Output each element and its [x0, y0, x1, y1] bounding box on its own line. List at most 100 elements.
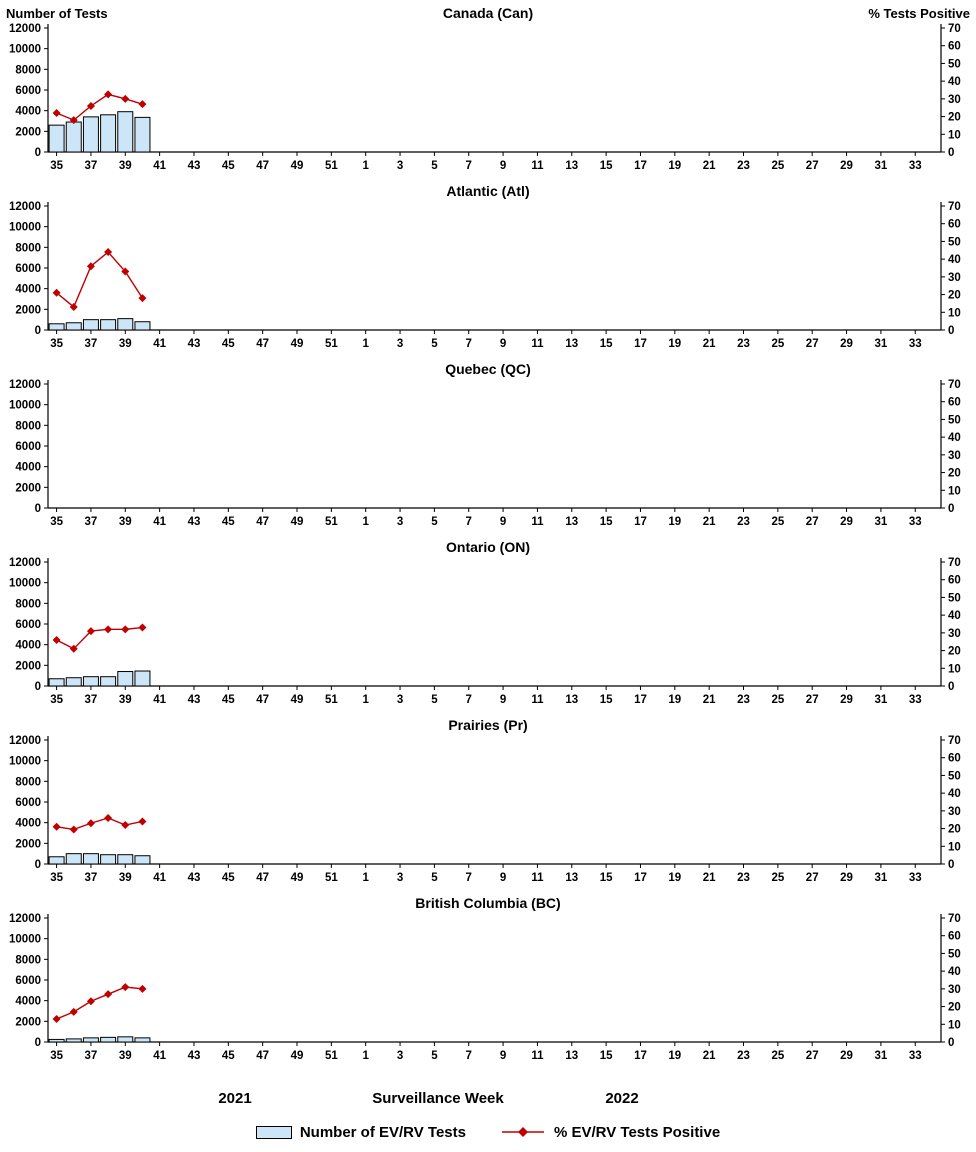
x-tick-label: 23 — [737, 338, 750, 350]
diamond-marker — [86, 627, 95, 636]
y-tick-label: 2000 — [15, 482, 41, 494]
legend-bar-label: Number of EV/RV Tests — [299, 1123, 466, 1141]
x-tick-label: 25 — [771, 516, 784, 528]
y-tick-label: 8000 — [15, 242, 41, 254]
x-tick-label: 35 — [50, 338, 63, 350]
diamond-marker — [138, 623, 147, 632]
bar — [100, 319, 117, 331]
x-tick-label: 45 — [222, 160, 235, 172]
x-tick-label: 15 — [600, 694, 613, 706]
diamond-marker — [52, 1014, 61, 1023]
x-tick-label: 29 — [840, 338, 853, 350]
y-tick-label: 6000 — [15, 797, 41, 809]
x-tick-label: 17 — [634, 694, 647, 706]
bar — [134, 116, 151, 153]
x-tick-label: 33 — [909, 872, 922, 884]
y-tick-label: 2000 — [15, 304, 41, 316]
y-tick-label: 50 — [948, 948, 961, 960]
x-tick-label: 49 — [291, 694, 304, 706]
x-tick-label: 7 — [466, 160, 472, 172]
legend-line-label: % EV/RV Tests Positive — [553, 1123, 721, 1141]
chart-canvas: 0 2000 4000 6000 8000 10000 12000 0 10 20 30 40 50 60… — [9, 201, 961, 350]
chart-canvas: 0 2000 4000 6000 8000 10000 12000 0 10 20 30 40 50 60… — [9, 735, 961, 884]
chart-canvas: 0 2000 4000 6000 8000 10000 12000 0 10 20 30 40 50 60… — [9, 23, 961, 172]
bar — [48, 856, 65, 865]
x-tick-label: 19 — [668, 338, 681, 350]
y-tick-label: 10000 — [9, 934, 41, 946]
y-tick-label: 30 — [948, 984, 961, 996]
x-tick-label: 39 — [119, 338, 132, 350]
x-tick-label: 41 — [153, 516, 166, 528]
x-tick-label: 41 — [153, 160, 166, 172]
x-tick-label: 39 — [119, 1050, 132, 1062]
bar — [65, 322, 82, 331]
diamond-marker — [86, 997, 95, 1006]
x-tick-label: 5 — [431, 516, 438, 528]
diamond-marker — [86, 262, 95, 271]
chart-panel-atlantic: Atlantic (Atl) 0 2000 4000 6000 8000 10000 120… — [0, 178, 976, 356]
positivity-line — [56, 986, 143, 1020]
x-tick-label: 25 — [771, 1050, 784, 1062]
y-tick-label: 20 — [948, 290, 961, 302]
diamond-marker — [52, 822, 61, 831]
y-tick-label: 20 — [948, 112, 961, 124]
bar — [134, 855, 151, 865]
x-tick-label: 13 — [565, 872, 578, 884]
y-tick-label: 6000 — [15, 619, 41, 631]
y-tick-label: 20 — [948, 1002, 961, 1014]
x-tick-label: 29 — [840, 1050, 853, 1062]
x-tick-label: 45 — [222, 694, 235, 706]
y-tick-label: 0 — [35, 1037, 41, 1049]
x-tick-label: 11 — [531, 1050, 544, 1062]
x-tick-label: 13 — [565, 1050, 578, 1062]
x-tick-label: 27 — [806, 160, 819, 172]
y-tick-label: 70 — [948, 379, 961, 391]
x-tick-label: 13 — [565, 160, 578, 172]
x-tick-label: 47 — [256, 694, 269, 706]
bar — [48, 124, 65, 153]
x-tick-label: 15 — [600, 516, 613, 528]
x-tick-label: 13 — [565, 694, 578, 706]
x-tick-label: 5 — [431, 338, 438, 350]
x-tick-label: 25 — [771, 160, 784, 172]
x-tick-label: 37 — [85, 872, 98, 884]
x-tick-label: 37 — [85, 1050, 98, 1062]
diamond-marker — [52, 288, 61, 297]
y-tick-label: 70 — [948, 913, 961, 925]
x-tick-label: 31 — [874, 338, 887, 350]
x-tick-label: 7 — [466, 338, 472, 350]
x-tick-label: 13 — [565, 516, 578, 528]
bar — [100, 114, 117, 153]
y-tick-label: 4000 — [15, 996, 41, 1008]
x-tick-label: 1 — [362, 694, 369, 706]
x-tick-label: 23 — [737, 872, 750, 884]
bar — [48, 678, 65, 687]
x-tick-label: 17 — [634, 338, 647, 350]
x-axis-title: Surveillance Week — [372, 1090, 504, 1107]
y-tick-label: 60 — [948, 931, 961, 943]
y-tick-label: 10000 — [9, 44, 41, 56]
x-tick-label: 19 — [668, 160, 681, 172]
diamond-marker — [52, 635, 61, 644]
y-tick-label: 70 — [948, 735, 961, 747]
bar — [100, 854, 117, 865]
x-tick-label: 47 — [256, 338, 269, 350]
y-tick-label: 70 — [948, 23, 961, 35]
x-tick-label: 43 — [188, 516, 201, 528]
x-tick-label: 15 — [600, 872, 613, 884]
y-tick-label: 6000 — [15, 975, 41, 987]
diamond-marker — [52, 109, 61, 118]
y-tick-label: 4000 — [15, 818, 41, 830]
x-tick-label: 1 — [362, 872, 369, 884]
x-tick-label: 3 — [397, 338, 403, 350]
x-tick-label: 27 — [806, 872, 819, 884]
x-tick-label: 9 — [500, 694, 506, 706]
x-tick-label: 11 — [531, 694, 544, 706]
y-tick-label: 60 — [948, 397, 961, 409]
x-tick-label: 29 — [840, 516, 853, 528]
y-tick-label: 0 — [948, 503, 954, 515]
y-tick-label: 60 — [948, 41, 961, 53]
x-tick-label: 9 — [500, 516, 506, 528]
bar — [82, 853, 99, 865]
diamond-marker — [104, 813, 113, 822]
